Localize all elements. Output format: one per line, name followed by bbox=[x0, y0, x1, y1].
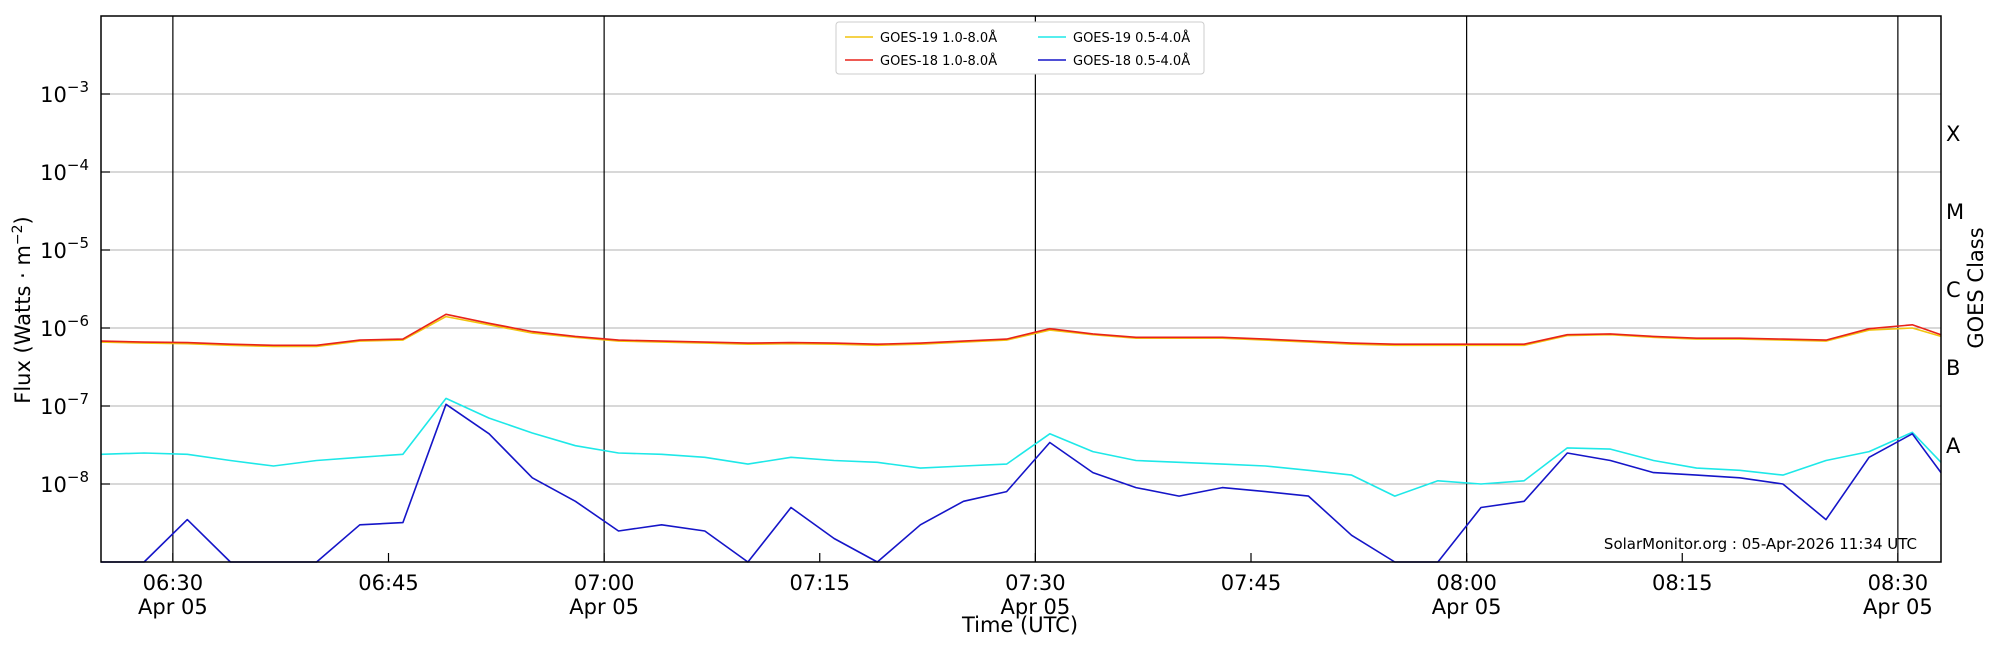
x-tick-label: 06:45 bbox=[358, 571, 419, 595]
legend-label-goes19-short: GOES-19 0.5-4.0Å bbox=[1073, 30, 1190, 46]
y-tick-label: 10−5 bbox=[40, 234, 89, 263]
goes-class-label: C bbox=[1946, 278, 1961, 302]
x-tick-label: 06:30 bbox=[143, 571, 204, 595]
goes-class-label: X bbox=[1946, 122, 1960, 146]
y-tick-label: 10−7 bbox=[40, 390, 89, 419]
x-axis-title: Time (UTC) bbox=[961, 613, 1078, 637]
y-tick-label: 10−6 bbox=[40, 312, 89, 341]
x-tick-date-label: Apr 05 bbox=[569, 595, 639, 619]
x-tick-date-label: Apr 05 bbox=[1001, 595, 1071, 619]
series-line-1 bbox=[100, 313, 1942, 347]
x-tick-label: 08:00 bbox=[1436, 571, 1497, 595]
x-tick-label: 08:15 bbox=[1652, 571, 1713, 595]
right-axis-title: GOES Class bbox=[1964, 227, 1988, 348]
gridlines bbox=[101, 93, 1941, 485]
legend-label-goes18-short: GOES-18 0.5-4.0Å bbox=[1073, 53, 1190, 69]
y-tick-label: 10−8 bbox=[40, 468, 89, 497]
legend: GOES-19 1.0-8.0Å GOES-18 1.0-8.0Å GOES-1… bbox=[835, 21, 1205, 75]
x-tick-label: 08:30 bbox=[1868, 571, 1929, 595]
legend-label-goes19-long: GOES-19 1.0-8.0Å bbox=[880, 30, 997, 46]
plot-frame bbox=[100, 15, 1942, 563]
series-lines bbox=[100, 313, 1942, 563]
series-line-2 bbox=[100, 397, 1942, 497]
x-tick-label: 07:15 bbox=[789, 571, 850, 595]
x-tick-label: 07:30 bbox=[1005, 571, 1066, 595]
goes-class-label: A bbox=[1946, 434, 1961, 458]
y-tick-label: 10−4 bbox=[40, 156, 89, 185]
credit-text: SolarMonitor.org : 05-Apr-2026 11:34 UTC bbox=[1604, 535, 1917, 553]
x-tick-date-label: Apr 05 bbox=[1863, 595, 1933, 619]
legend-label-goes18-long: GOES-18 1.0-8.0Å bbox=[880, 53, 997, 69]
legend-box bbox=[835, 21, 1205, 75]
x-tick-date-label: Apr 05 bbox=[138, 595, 208, 619]
x-tick-label: 07:00 bbox=[574, 571, 635, 595]
y-axis-title: Flux (Watts · m−2) bbox=[10, 216, 35, 404]
series-line-3 bbox=[101, 403, 1942, 563]
hour-lines bbox=[172, 16, 1899, 562]
goes-class-label: B bbox=[1946, 356, 1960, 380]
y-tick-label: 10−3 bbox=[40, 78, 89, 107]
goes-class-axis: A B C M X bbox=[1946, 122, 1964, 458]
x-tick-date-label: Apr 05 bbox=[1432, 595, 1502, 619]
y-axis: 10−8 10−7 10−6 10−5 10−4 10−3 bbox=[40, 78, 110, 497]
series-line-0 bbox=[100, 315, 1942, 348]
x-tick-label: 07:45 bbox=[1221, 571, 1282, 595]
goes-class-label: M bbox=[1946, 200, 1964, 224]
